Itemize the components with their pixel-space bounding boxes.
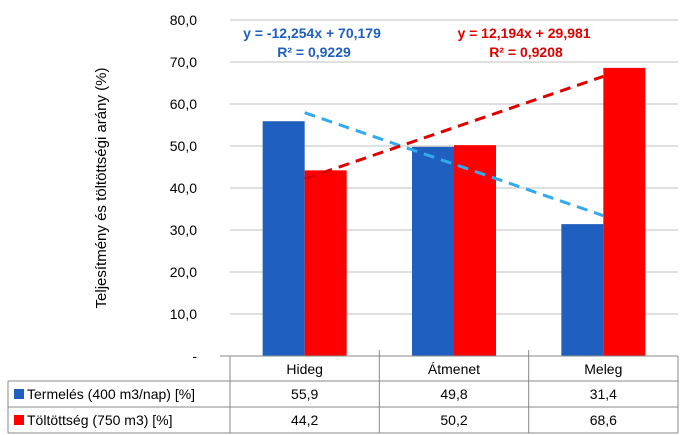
y-tick-label: 10,0: [170, 306, 197, 322]
trendline-r2: R² = 0,9229: [277, 44, 351, 60]
legend-swatch-1: [14, 415, 24, 425]
y-tick-label: 70,0: [170, 54, 197, 70]
bar-1-0: [304, 170, 347, 356]
y-tick-label: 20,0: [170, 264, 197, 280]
data-label: 50,2: [440, 412, 467, 428]
y-tick-label: -: [192, 348, 197, 364]
legend-swatch-0: [14, 389, 24, 399]
data-label: 49,8: [440, 386, 467, 402]
y-tick-label: 30,0: [170, 222, 197, 238]
x-tick-label: Meleg: [584, 361, 622, 377]
y-tick-label: 60,0: [170, 96, 197, 112]
y-tick-label: 40,0: [170, 180, 197, 196]
bar-0-1: [412, 146, 454, 356]
legend-label: Termelés (400 m3/nap) [%]: [27, 386, 195, 402]
bar-1-2: [603, 67, 646, 356]
bar-0-0: [262, 121, 305, 356]
data-label: 68,6: [590, 412, 617, 428]
data-label: 44,2: [291, 412, 318, 428]
data-label: 55,9: [291, 386, 318, 402]
trendline-r2: R² = 0,9208: [489, 44, 563, 60]
bar-1-1: [454, 145, 496, 356]
data-label: 31,4: [590, 386, 617, 402]
x-tick-label: Átmenet: [428, 361, 480, 377]
y-axis-title: Teljesítmény és töltöttségi arány (%): [93, 68, 110, 309]
y-tick-label: 80,0: [170, 12, 197, 28]
x-tick-label: Hideg: [286, 361, 323, 377]
legend-label: Töltöttség (750 m3) [%]: [27, 412, 173, 428]
trendline-equation: y = -12,254x + 70,179: [243, 25, 381, 41]
bar-0-2: [561, 224, 604, 356]
trendline-equation: y = 12,194x + 29,981: [457, 25, 590, 41]
y-tick-label: 50,0: [170, 138, 197, 154]
